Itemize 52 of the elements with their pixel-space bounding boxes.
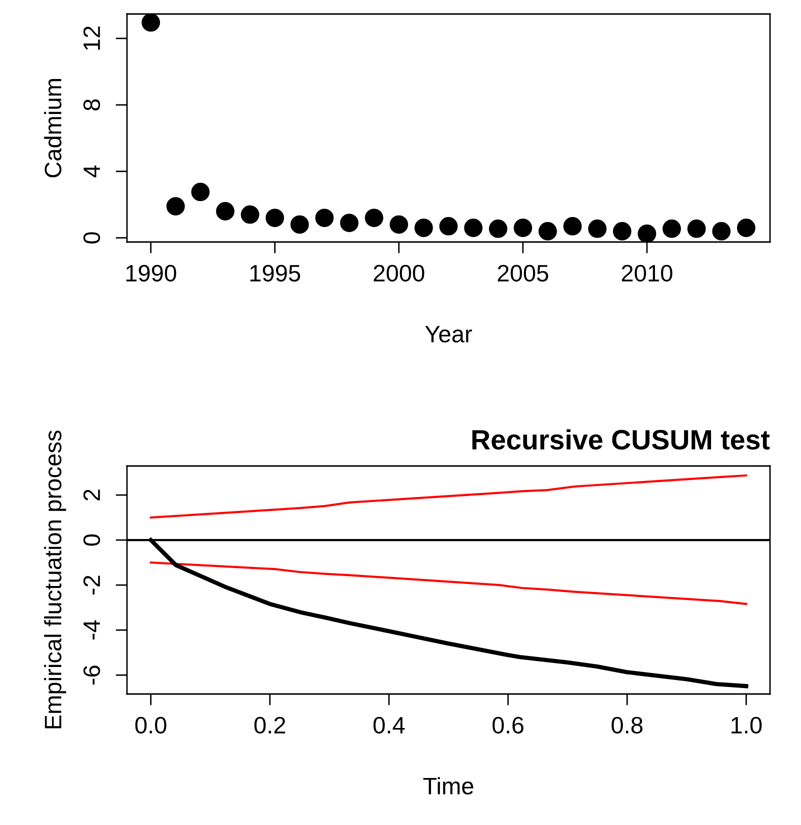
x-tick-label: 1990: [126, 264, 176, 282]
y-tick-label: -4: [84, 620, 100, 640]
point: [638, 224, 656, 242]
point: [191, 182, 210, 202]
point: [514, 218, 532, 238]
point: [315, 208, 334, 228]
point: [588, 220, 607, 238]
y-tick-label: -2: [83, 576, 100, 595]
point: [662, 220, 681, 238]
point: [687, 220, 706, 238]
point: [216, 202, 234, 220]
y-tick-label: 0: [83, 534, 100, 546]
x-tick-label: 0.0: [135, 716, 166, 734]
x-tick-label: 0.6: [492, 716, 524, 734]
y-axis-title: Cadmium: [44, 79, 62, 178]
x-axis-title: Year: [425, 326, 472, 342]
line-series: [150, 474, 748, 519]
chart-title: Recursive CUSUM test: [472, 429, 770, 450]
y-tick-label: 0: [83, 232, 100, 244]
x-tick-label: 0.2: [254, 716, 286, 734]
y-tick-label: -6: [83, 666, 100, 685]
x-axis-title: Time: [423, 777, 474, 794]
point: [364, 208, 384, 228]
point: [266, 208, 284, 228]
y-tick-label: 2: [83, 490, 100, 500]
y-tick-label: 12: [83, 26, 100, 50]
y-tick-label: 8: [83, 99, 100, 110]
y-axis-title: Empirical fluctuation process: [44, 430, 66, 728]
point: [538, 222, 557, 240]
point: [612, 222, 632, 240]
x-tick-label: 1995: [250, 264, 300, 282]
x-tick-label: 2010: [622, 264, 672, 282]
y-tick-label: 4: [84, 166, 100, 178]
point: [166, 197, 185, 216]
point: [340, 214, 358, 232]
point: [736, 218, 756, 238]
point: [712, 222, 731, 240]
x-tick-label: 1.0: [732, 716, 762, 734]
point: [290, 215, 309, 234]
point: [414, 218, 433, 238]
point: [464, 218, 483, 238]
point: [488, 220, 508, 238]
x-tick-label: 0.8: [612, 716, 642, 734]
point: [142, 14, 160, 32]
x-tick-label: 2000: [374, 264, 424, 282]
point: [240, 205, 260, 224]
x-tick-label: 2005: [498, 264, 548, 282]
line-series: [150, 562, 748, 606]
x-tick-label: 0.4: [373, 716, 405, 734]
point: [390, 215, 408, 234]
point: [439, 217, 458, 236]
point: [563, 217, 582, 236]
